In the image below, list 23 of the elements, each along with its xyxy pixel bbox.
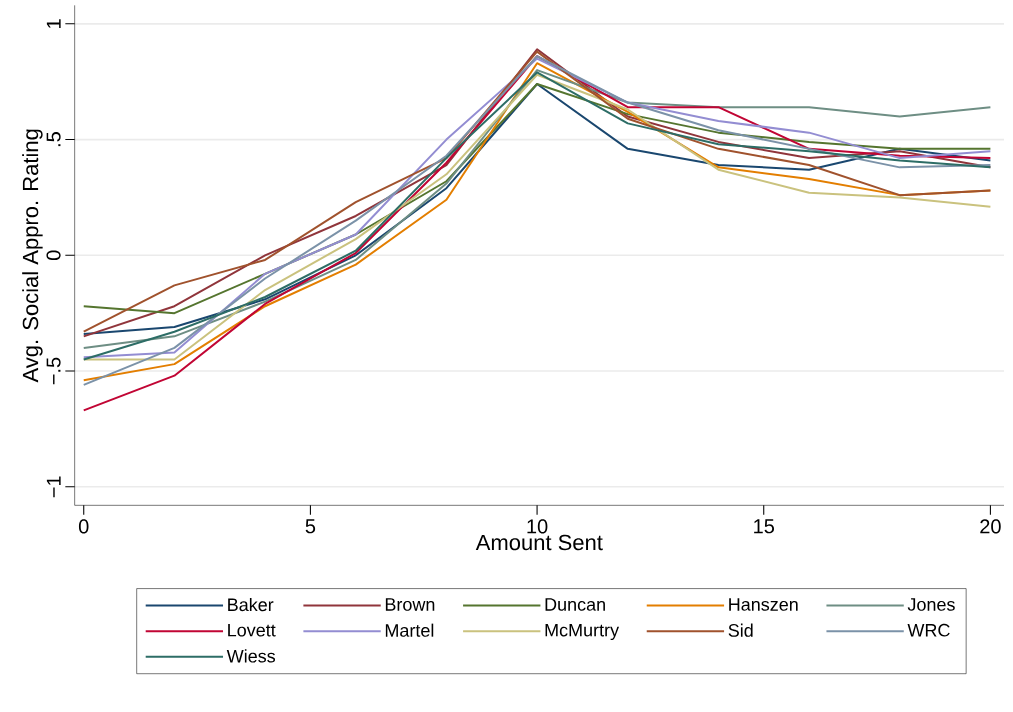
legend-label: Lovett [228, 623, 276, 637]
legend-label: WRC [907, 623, 950, 637]
legend-label: Brown [385, 598, 435, 611]
x-tick-label: 5 [305, 519, 316, 534]
x-tick-label: 15 [754, 519, 775, 534]
legend-label: Hanszen [729, 598, 798, 611]
x-tick-label: 20 [980, 519, 1001, 534]
legend-label: McMurtry [545, 623, 620, 641]
x-axis-title: Amount Sent [475, 534, 603, 551]
y-tick-label: −1 [46, 476, 61, 498]
y-tick-label: −.5 [46, 357, 61, 385]
x-tick-label: 10 [527, 519, 548, 534]
legend-label: Duncan [545, 598, 605, 611]
y-tick-label: .5 [46, 132, 61, 147]
legend-label: Jones [907, 598, 955, 611]
legend-label: Sid [728, 623, 753, 637]
y-axis-title: Avg. Social Appro. Rating [22, 129, 43, 383]
y-tick-label: 0 [46, 250, 61, 261]
legend-label: Baker [228, 597, 274, 612]
legend-label: Wiess [226, 649, 276, 663]
x-tick-label: 0 [78, 519, 89, 534]
legend-label: Martel [385, 623, 434, 637]
y-tick-label: 1 [46, 19, 61, 28]
